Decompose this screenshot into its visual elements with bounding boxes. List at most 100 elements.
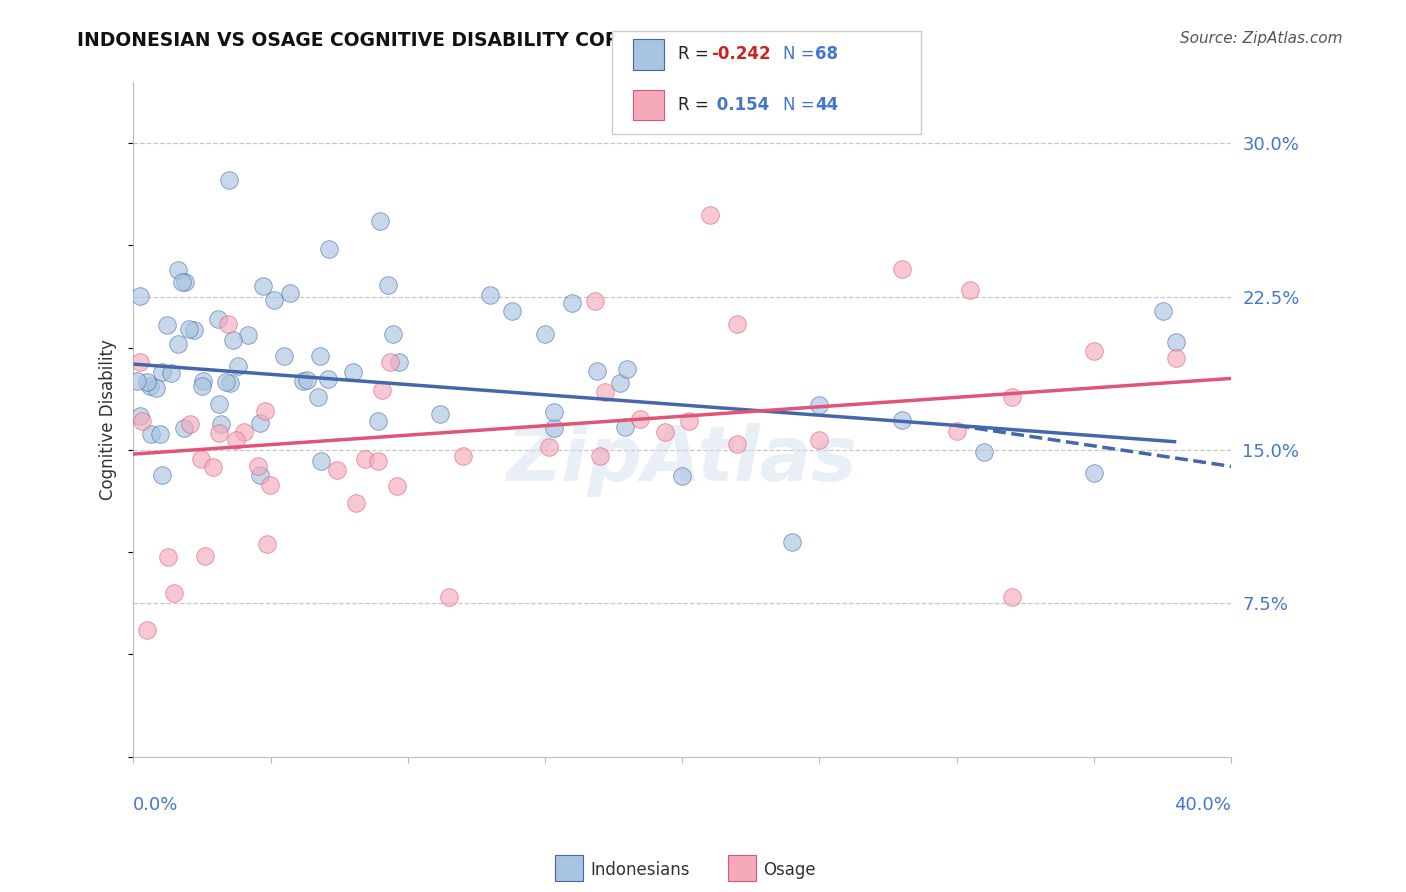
Point <box>367 454 389 468</box>
Point <box>249 416 271 430</box>
Text: R =: R = <box>678 96 714 114</box>
Point <box>249 468 271 483</box>
Point <box>1000 390 1022 404</box>
Point <box>945 424 967 438</box>
Text: Osage: Osage <box>763 861 815 879</box>
Point <box>139 426 162 441</box>
Point <box>780 535 803 549</box>
Point <box>273 349 295 363</box>
Point <box>253 404 276 418</box>
Point <box>209 417 232 431</box>
Point <box>543 405 565 419</box>
Text: 44: 44 <box>815 96 839 114</box>
Point <box>890 262 912 277</box>
Point <box>128 355 150 369</box>
Point <box>534 327 557 342</box>
Point <box>183 323 205 337</box>
Point <box>699 208 721 222</box>
Point <box>609 376 631 391</box>
Point <box>295 373 318 387</box>
Point <box>429 407 451 421</box>
Point <box>382 326 405 341</box>
Point <box>808 433 831 447</box>
Point <box>150 365 173 379</box>
Point <box>370 214 392 228</box>
Point <box>678 414 700 428</box>
Point <box>191 379 214 393</box>
Point <box>173 275 195 289</box>
Point <box>139 379 162 393</box>
Point <box>1166 351 1188 366</box>
Text: Indonesians: Indonesians <box>591 861 690 879</box>
Point <box>307 391 329 405</box>
Point <box>583 294 606 309</box>
Point <box>150 468 173 483</box>
Point <box>326 462 349 476</box>
Y-axis label: Cognitive Disability: Cognitive Disability <box>100 339 117 500</box>
Point <box>725 317 748 331</box>
Point <box>671 468 693 483</box>
Point <box>589 450 612 464</box>
Point <box>233 425 256 439</box>
Point <box>179 417 201 431</box>
Point <box>1083 466 1105 480</box>
Point <box>959 284 981 298</box>
Point <box>342 365 364 379</box>
Text: 0.154: 0.154 <box>711 96 769 114</box>
Point <box>973 445 995 459</box>
Point <box>173 421 195 435</box>
Point <box>131 414 153 428</box>
Point <box>318 242 340 256</box>
Point <box>217 317 239 331</box>
Point <box>537 440 560 454</box>
Point <box>291 374 314 388</box>
Point <box>1166 334 1188 349</box>
Point <box>193 374 215 388</box>
Text: 0.0%: 0.0% <box>134 796 179 814</box>
Point <box>451 450 474 464</box>
Point <box>890 413 912 427</box>
Point <box>385 479 408 493</box>
Point <box>128 409 150 423</box>
Point <box>616 361 638 376</box>
Point <box>280 286 302 301</box>
Point <box>263 293 285 308</box>
Point <box>388 355 411 369</box>
Point <box>202 459 225 474</box>
Point <box>585 364 607 378</box>
Point <box>1083 343 1105 358</box>
Point <box>163 586 186 600</box>
Point <box>167 263 190 277</box>
Point <box>225 434 247 448</box>
Point <box>259 478 281 492</box>
Point <box>501 303 523 318</box>
Point <box>654 425 676 440</box>
Point <box>247 459 270 474</box>
Point <box>170 275 193 289</box>
Point <box>309 349 332 363</box>
Point <box>371 384 394 398</box>
Point <box>160 366 183 380</box>
Point <box>561 295 583 310</box>
Text: N =: N = <box>783 96 820 114</box>
Text: R =: R = <box>678 45 714 63</box>
Point <box>479 287 502 301</box>
Point <box>236 328 259 343</box>
Point <box>725 436 748 450</box>
Point <box>226 359 249 373</box>
Point <box>256 537 278 551</box>
Point <box>437 591 460 605</box>
Point <box>207 312 229 326</box>
Text: Source: ZipAtlas.com: Source: ZipAtlas.com <box>1180 31 1343 46</box>
Point <box>127 374 149 388</box>
Point <box>190 451 212 466</box>
Point <box>208 397 231 411</box>
Point <box>215 375 238 389</box>
Point <box>218 173 240 187</box>
Point <box>222 333 245 347</box>
Point <box>344 496 367 510</box>
Text: -0.242: -0.242 <box>711 45 770 63</box>
Point <box>1152 304 1174 318</box>
Point <box>156 318 179 332</box>
Point <box>128 289 150 303</box>
